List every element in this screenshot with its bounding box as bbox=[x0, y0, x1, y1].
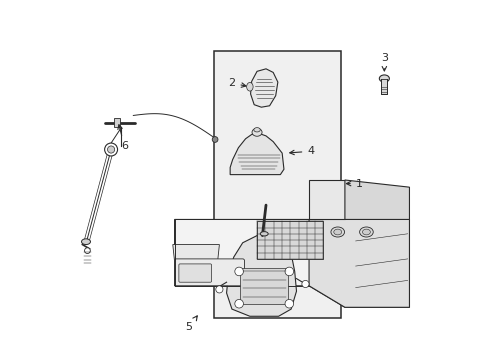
Polygon shape bbox=[344, 180, 408, 220]
Bar bbox=[214, 51, 341, 318]
Ellipse shape bbox=[253, 128, 260, 132]
FancyBboxPatch shape bbox=[179, 264, 211, 282]
Polygon shape bbox=[308, 220, 408, 307]
Text: 6: 6 bbox=[118, 125, 127, 151]
Bar bbox=[257, 221, 323, 259]
Ellipse shape bbox=[81, 239, 90, 244]
Circle shape bbox=[234, 300, 243, 308]
Polygon shape bbox=[174, 220, 408, 307]
Circle shape bbox=[104, 143, 117, 156]
Ellipse shape bbox=[359, 227, 372, 237]
Polygon shape bbox=[172, 244, 219, 279]
Text: 3: 3 bbox=[380, 53, 387, 71]
Text: 2: 2 bbox=[228, 78, 245, 88]
Bar bbox=[114, 118, 120, 127]
Ellipse shape bbox=[246, 82, 253, 91]
Text: 1: 1 bbox=[346, 179, 362, 189]
Circle shape bbox=[215, 286, 223, 293]
Circle shape bbox=[234, 267, 243, 276]
Ellipse shape bbox=[379, 75, 388, 82]
Text: 5: 5 bbox=[185, 316, 197, 332]
Circle shape bbox=[107, 146, 115, 153]
Bar bbox=[239, 268, 287, 304]
Ellipse shape bbox=[362, 229, 369, 235]
Text: 4: 4 bbox=[289, 146, 314, 156]
Bar bbox=[381, 78, 386, 94]
Ellipse shape bbox=[330, 227, 344, 237]
Circle shape bbox=[212, 136, 218, 142]
Polygon shape bbox=[250, 69, 277, 107]
Circle shape bbox=[285, 300, 293, 308]
FancyBboxPatch shape bbox=[174, 259, 244, 286]
Ellipse shape bbox=[333, 229, 341, 235]
Polygon shape bbox=[226, 235, 296, 316]
Polygon shape bbox=[230, 134, 284, 175]
Ellipse shape bbox=[260, 231, 267, 236]
Circle shape bbox=[301, 280, 308, 288]
Polygon shape bbox=[308, 180, 344, 220]
Ellipse shape bbox=[251, 129, 262, 136]
Circle shape bbox=[84, 248, 90, 253]
Circle shape bbox=[285, 267, 293, 276]
